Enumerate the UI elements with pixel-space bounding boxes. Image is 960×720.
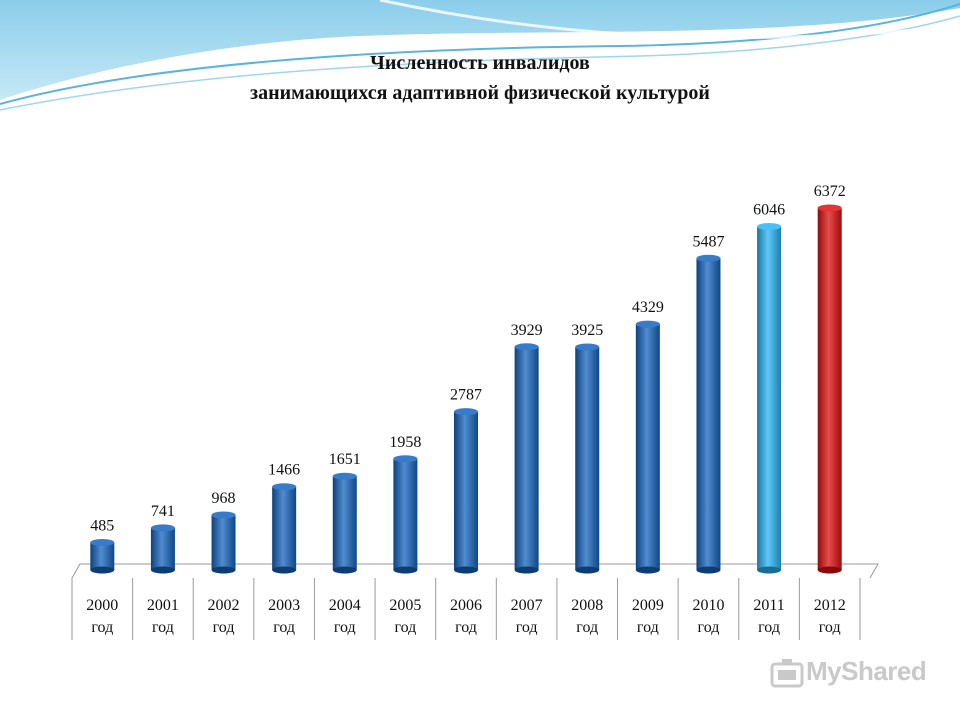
- category-label: год: [819, 619, 841, 636]
- category-label: 2004: [329, 597, 361, 614]
- wave-line: [379, 0, 960, 40]
- category-label: 2009: [632, 597, 664, 614]
- category-label: 2012: [814, 597, 846, 614]
- category-label: 2007: [511, 597, 543, 614]
- category-label: год: [394, 619, 416, 636]
- category-label: 2011: [753, 597, 784, 614]
- bar: [332, 472, 357, 574]
- wave-line: [0, 15, 960, 111]
- bar-value-label: 485: [90, 517, 114, 534]
- category-label: 2010: [692, 597, 724, 614]
- category-label: год: [758, 619, 780, 636]
- category-label: 2001: [147, 597, 179, 614]
- category-label: год: [334, 619, 356, 636]
- bar: [150, 524, 175, 574]
- category-label: год: [455, 619, 477, 636]
- bar: [211, 511, 236, 574]
- category-label: год: [637, 619, 659, 636]
- bar-value-label: 3929: [511, 322, 543, 339]
- chart-title-line1: Численность инвалидов: [370, 52, 590, 74]
- category-label: 2000: [86, 597, 118, 614]
- wave-band: [0, 0, 960, 100]
- chart-floor: [71, 563, 879, 579]
- category-label: 2006: [450, 597, 482, 614]
- bar-value-label: 1958: [389, 434, 421, 451]
- bar-value-label: 2787: [450, 387, 482, 404]
- bar: [817, 204, 842, 574]
- category-label: год: [698, 619, 720, 636]
- bar: [696, 254, 721, 574]
- bar-value-label: 6372: [814, 183, 846, 200]
- bar: [635, 320, 660, 574]
- category-label: 2003: [268, 597, 300, 614]
- bar: [272, 483, 297, 574]
- category-label: год: [576, 619, 598, 636]
- category-label: год: [152, 619, 174, 636]
- chart-title-line2: занимающихся адаптивной физической культ…: [250, 82, 710, 104]
- category-label: 2002: [208, 597, 240, 614]
- bar-value-label: 6046: [753, 202, 785, 219]
- category-label: год: [91, 619, 113, 636]
- bar: [757, 223, 782, 574]
- bar-value-label: 968: [212, 490, 236, 507]
- wave-line: [0, 3, 960, 105]
- category-label: год: [516, 619, 538, 636]
- bar: [90, 538, 115, 574]
- bar-value-label: 741: [151, 503, 175, 520]
- category-label: 2005: [389, 597, 421, 614]
- bar-value-label: 1466: [268, 462, 300, 479]
- bar-value-label: 4329: [632, 299, 664, 316]
- bar-value-label: 1651: [329, 451, 361, 468]
- bar: [575, 343, 600, 574]
- bar: [393, 455, 418, 574]
- category-label: 2008: [571, 597, 603, 614]
- bar: [454, 408, 478, 574]
- watermark-text: MyShared: [806, 656, 927, 686]
- bar-value-label: 3925: [571, 322, 603, 339]
- bar-value-label: 5487: [692, 233, 724, 250]
- category-label: год: [213, 619, 235, 636]
- category-label: год: [273, 619, 295, 636]
- bar: [514, 343, 539, 574]
- mortarboard-icon: [770, 659, 804, 688]
